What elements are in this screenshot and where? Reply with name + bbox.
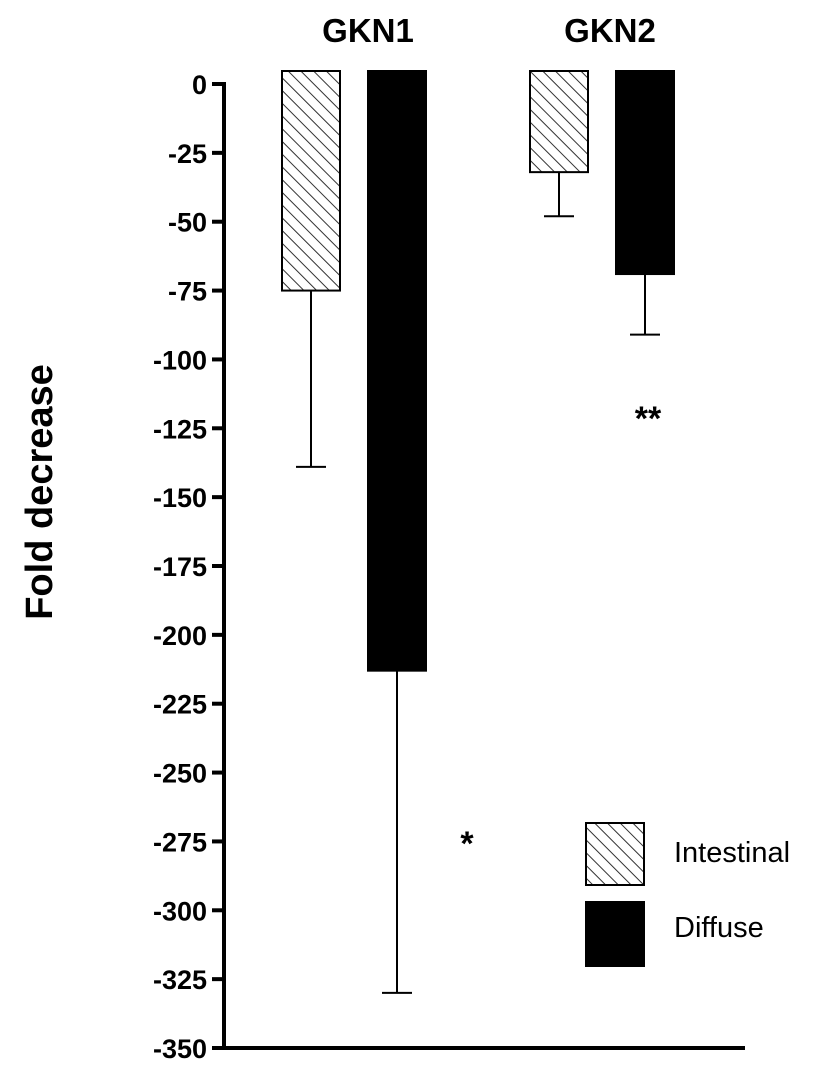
y-tick-label: -200	[153, 621, 207, 651]
bar-intestinal-gkn1	[281, 70, 341, 292]
group-label-gkn1: GKN1	[322, 12, 414, 49]
legend-label-diffuse: Diffuse	[674, 912, 764, 944]
y-tick-label: -100	[153, 345, 207, 375]
legend: Intestinal Diffuse	[585, 822, 790, 967]
y-tick-label: -50	[168, 208, 207, 238]
y-tick-label: -225	[153, 690, 207, 720]
y-tick-label: -300	[153, 896, 207, 926]
y-tick-label: 0	[192, 70, 207, 100]
y-tick-label: -125	[153, 414, 207, 444]
annotation-gkn2: **	[635, 400, 662, 438]
bars	[281, 70, 675, 994]
legend-swatch-intestinal	[585, 822, 645, 886]
y-axis-title: Fold decrease	[19, 364, 61, 620]
y-tick-label: -175	[153, 552, 207, 582]
legend-label-intestinal: Intestinal	[674, 837, 790, 869]
group-label-gkn2: GKN2	[564, 12, 656, 49]
bar-diffuse-gkn1	[367, 70, 427, 672]
legend-swatch-diffuse	[585, 901, 645, 967]
annotation-gkn1: *	[460, 825, 474, 863]
y-tick-label: -325	[153, 965, 207, 995]
y-tick-label: -25	[168, 139, 207, 169]
bar-intestinal-gkn2	[529, 70, 589, 174]
bar-diffuse-gkn2	[615, 70, 675, 276]
y-tick-label: -75	[168, 277, 207, 307]
y-tick-label: -350	[153, 1034, 207, 1064]
y-ticks: 0 -25 -50 -75 -100 -125 -150 -175 -200 -225 -250 -2…	[153, 70, 224, 1064]
y-tick-label: -250	[153, 759, 207, 789]
y-tick-label: -275	[153, 827, 207, 857]
y-tick-label: -150	[153, 483, 207, 513]
